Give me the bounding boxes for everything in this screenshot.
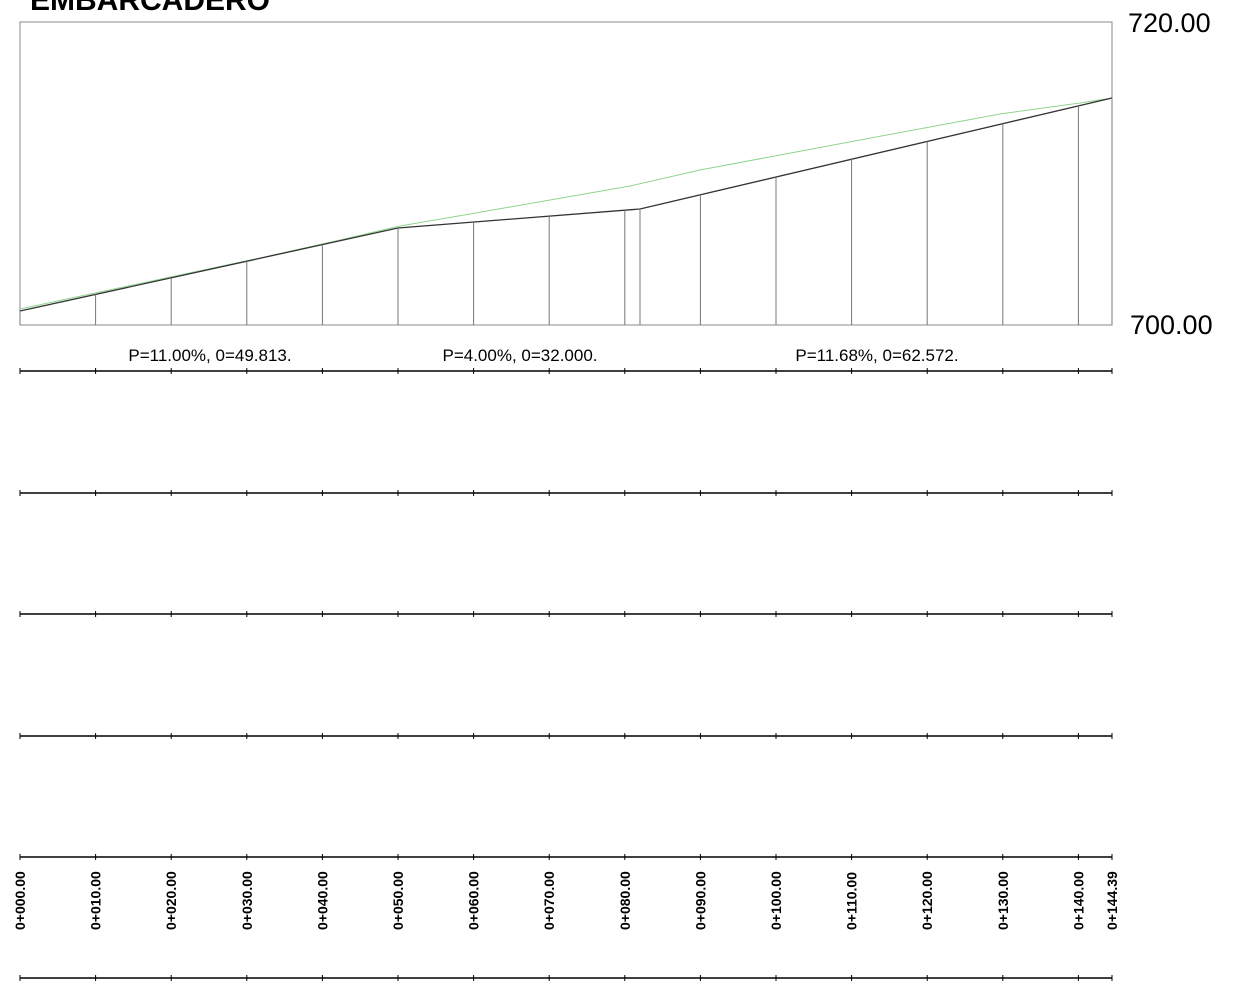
station-lines <box>19 98 1113 981</box>
station-label: 0+010.00 <box>88 871 104 930</box>
ground-line <box>19 97 1113 310</box>
grade-label: P=11.68%, 0=62.572. <box>795 346 958 365</box>
station-label: 0+030.00 <box>239 871 255 930</box>
elevation-top: 720.00 <box>1128 8 1211 38</box>
grade-line <box>19 97 1113 312</box>
station-label: 0+020.00 <box>163 871 179 930</box>
station-label: 0+144.39 <box>1104 871 1120 930</box>
grade-label: P=11.00%, 0=49.813. <box>128 346 291 365</box>
station-label: 0+120.00 <box>919 871 935 930</box>
station-labels: 0+000.00 0+010.00 0+020.00 0+030.00 0+040.00… <box>12 871 1120 930</box>
title: EMBARCADERO <box>30 0 270 17</box>
station-label: 0+000.00 <box>12 871 28 930</box>
station-label: 0+140.00 <box>1070 871 1086 930</box>
station-label: 0+130.00 <box>995 871 1011 930</box>
profile-frame <box>19 21 1113 326</box>
table-rows <box>20 370 1112 979</box>
grade-label: P=4.00%, 0=32.000. <box>442 346 597 365</box>
station-label: 0+080.00 <box>617 871 633 930</box>
station-label: 0+040.00 <box>314 871 330 930</box>
station-label: 0+070.00 <box>541 871 557 930</box>
station-label: 0+110.00 <box>844 872 860 930</box>
station-label: 0+050.00 <box>390 871 406 930</box>
elevation-bottom: 700.00 <box>1130 310 1213 340</box>
station-label: 0+100.00 <box>768 871 784 930</box>
station-label: 0+090.00 <box>692 871 708 930</box>
station-label: 0+060.00 <box>466 871 482 930</box>
